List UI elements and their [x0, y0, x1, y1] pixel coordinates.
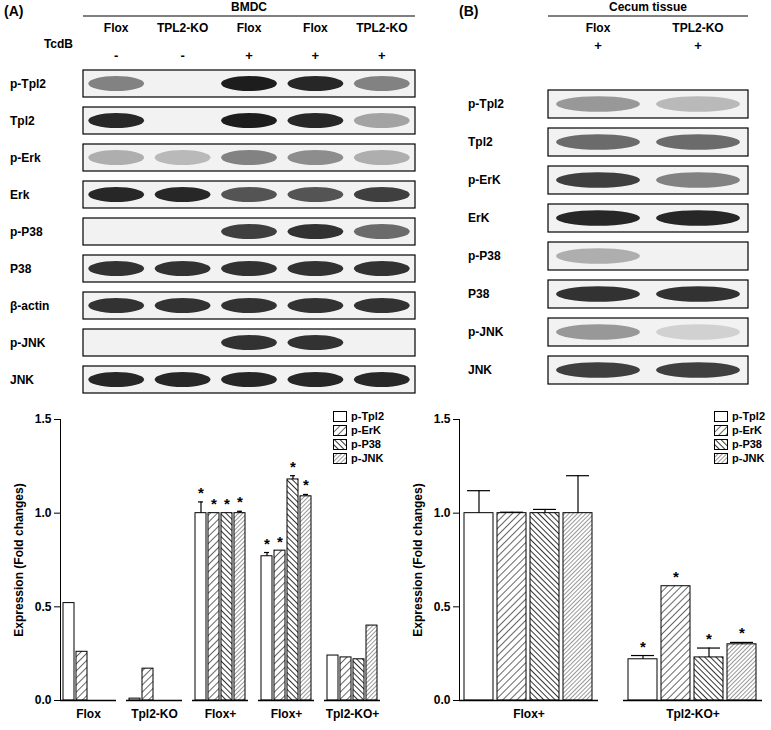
svg-text:*: * [640, 638, 646, 655]
svg-text:β-actin: β-actin [10, 299, 49, 313]
svg-text:p-ErK: p-ErK [468, 173, 501, 187]
svg-text:p-P38: p-P38 [468, 249, 501, 263]
svg-text:0.5: 0.5 [35, 600, 52, 614]
svg-text:0.5: 0.5 [434, 600, 451, 614]
svg-text:(A): (A) [4, 3, 23, 19]
svg-text:p-JNK: p-JNK [468, 325, 504, 339]
svg-text:*: * [303, 476, 309, 493]
svg-text:Tpl2-KO+: Tpl2-KO+ [666, 707, 720, 721]
html-text:p-JNK: p-JNK [351, 452, 384, 464]
svg-text:Flox+: Flox+ [513, 707, 545, 721]
svg-text:0.0: 0.0 [434, 693, 451, 707]
svg-text:ErK: ErK [468, 211, 490, 225]
svg-text:P38: P38 [468, 287, 490, 301]
html-text:p-P38: p-P38 [732, 438, 762, 450]
html-text:p-P38: p-P38 [351, 438, 381, 450]
svg-text:p-JNK: p-JNK [10, 336, 46, 350]
svg-text:+: + [378, 48, 386, 63]
svg-text:1.0: 1.0 [35, 506, 52, 520]
svg-text:TPL2-KO: TPL2-KO [672, 21, 723, 35]
svg-text:Flox: Flox [76, 707, 101, 721]
svg-text:+: + [594, 38, 602, 53]
svg-text:JNK: JNK [468, 363, 492, 377]
svg-text:TPL2-KO: TPL2-KO [356, 21, 407, 35]
svg-text:Flox+: Flox+ [205, 707, 237, 721]
svg-text:*: * [198, 484, 204, 501]
svg-text:Expression (Fold changes): Expression (Fold changes) [12, 483, 26, 636]
svg-text:Tpl2-KO+: Tpl2-KO+ [326, 707, 380, 721]
svg-text:+: + [312, 48, 320, 63]
svg-text:p-Tpl2: p-Tpl2 [10, 77, 46, 91]
html-text:p-ErK: p-ErK [732, 424, 762, 436]
html-text:p-JNK: p-JNK [732, 452, 765, 464]
svg-text:Erk: Erk [10, 188, 30, 202]
svg-text:p-Erk: p-Erk [10, 151, 41, 165]
svg-text:Flox: Flox [104, 21, 129, 35]
svg-text:*: * [264, 535, 270, 552]
svg-text:1.0: 1.0 [434, 506, 451, 520]
html-text:p-Tpl2: p-Tpl2 [732, 410, 765, 422]
svg-text:P38: P38 [10, 262, 32, 276]
svg-text:TcdB: TcdB [44, 37, 73, 51]
svg-text:0.0: 0.0 [35, 693, 52, 707]
svg-text:-: - [114, 48, 118, 63]
svg-text:Flox+: Flox+ [271, 707, 303, 721]
svg-text:Flox: Flox [303, 21, 328, 35]
svg-text:*: * [224, 495, 230, 512]
svg-text:+: + [245, 48, 253, 63]
svg-text:p-Tpl2: p-Tpl2 [468, 97, 504, 111]
svg-text:Flox: Flox [586, 21, 611, 35]
svg-text:-: - [180, 48, 184, 63]
svg-text:1.5: 1.5 [35, 412, 52, 426]
svg-text:*: * [706, 630, 712, 647]
html-text:p-Tpl2: p-Tpl2 [351, 410, 384, 422]
svg-text:Tpl2: Tpl2 [10, 114, 35, 128]
svg-text:*: * [290, 458, 296, 475]
svg-text:1.5: 1.5 [434, 412, 451, 426]
svg-text:Expression (Fold changes): Expression (Fold changes) [411, 483, 425, 636]
svg-text:Tpl2: Tpl2 [468, 135, 493, 149]
svg-text:TPL2-KO: TPL2-KO [157, 21, 208, 35]
svg-text:*: * [277, 533, 283, 550]
svg-text:*: * [739, 624, 745, 641]
svg-text:JNK: JNK [10, 373, 34, 387]
svg-text:p-P38: p-P38 [10, 225, 43, 239]
svg-text:Tpl2-KO: Tpl2-KO [131, 707, 178, 721]
svg-text:+: + [694, 38, 702, 53]
html-text:p-ErK: p-ErK [351, 424, 381, 436]
svg-text:Flox: Flox [237, 21, 262, 35]
svg-text:(B): (B) [459, 3, 478, 19]
svg-text:*: * [237, 493, 243, 510]
svg-text:Cecum tissue: Cecum tissue [609, 0, 687, 14]
svg-text:*: * [673, 568, 679, 585]
svg-text:BMDC: BMDC [231, 0, 267, 14]
svg-text:*: * [211, 495, 217, 512]
